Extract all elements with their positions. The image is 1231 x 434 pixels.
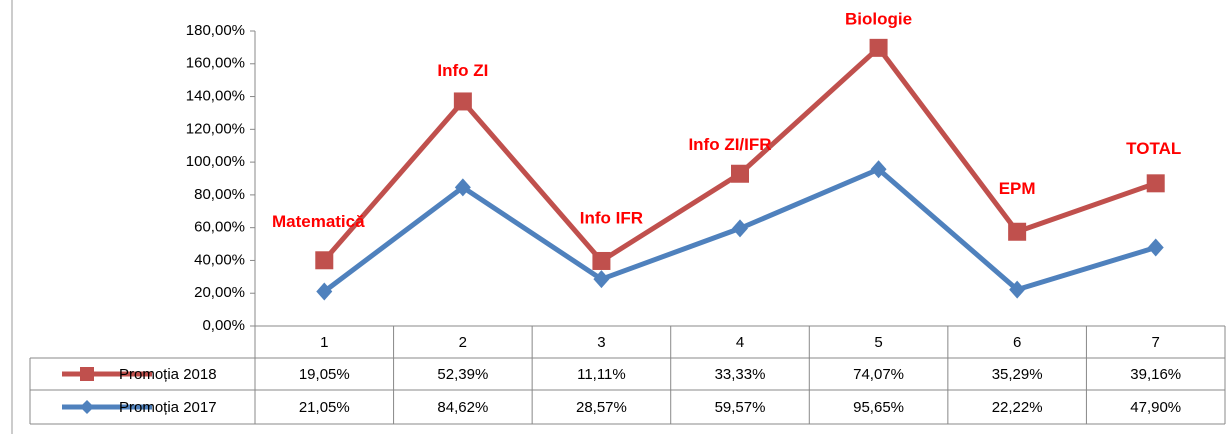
marker xyxy=(731,164,749,183)
x-tick-label: 3 xyxy=(597,334,605,351)
marker xyxy=(592,251,611,270)
y-tick-label: 140,00% xyxy=(186,88,245,105)
annotation: Info ZI/IFR xyxy=(688,135,771,154)
table-cell: 59,57% xyxy=(715,399,766,416)
x-tick-label: 4 xyxy=(736,334,744,351)
table-cell: 95,65% xyxy=(853,399,904,416)
y-tick-label: 80,00% xyxy=(194,186,245,203)
marker xyxy=(315,251,334,270)
table-cell: 39,16% xyxy=(1130,366,1181,383)
table-cell: 35,29% xyxy=(992,366,1043,383)
marker xyxy=(869,38,888,57)
marker xyxy=(453,92,472,111)
marker xyxy=(870,160,887,179)
legend-label: Promoția 2017 xyxy=(119,399,217,416)
table-cell: 74,07% xyxy=(853,366,904,383)
annotation: Matematică xyxy=(272,212,365,231)
table-cell: 28,57% xyxy=(576,399,627,416)
table-cell: 22,22% xyxy=(992,399,1043,416)
legend-marker xyxy=(80,367,94,381)
x-tick-label: 7 xyxy=(1152,334,1160,351)
x-tick-label: 6 xyxy=(1013,334,1021,351)
table-cell: 11,11% xyxy=(577,366,626,383)
annotation: TOTAL xyxy=(1126,139,1181,158)
y-tick-label: 120,00% xyxy=(186,120,245,137)
marker xyxy=(593,270,610,289)
table-cell: 21,05% xyxy=(299,399,350,416)
x-tick-label: 5 xyxy=(874,334,882,351)
annotation: EPM xyxy=(999,179,1036,198)
y-tick-label: 160,00% xyxy=(186,55,245,72)
y-tick-label: 20,00% xyxy=(194,284,245,301)
marker xyxy=(1008,222,1027,241)
y-tick-label: 180,00% xyxy=(186,22,245,39)
table-cell: 84,62% xyxy=(437,399,488,416)
x-tick-label: 1 xyxy=(320,334,328,351)
marker xyxy=(1147,238,1164,257)
table-cell: 52,39% xyxy=(437,366,488,383)
table-cell: 47,90% xyxy=(1130,399,1181,416)
marker xyxy=(732,219,748,238)
legend-marker xyxy=(80,400,94,414)
y-tick-label: 40,00% xyxy=(194,251,245,268)
annotation: Biologie xyxy=(845,9,912,28)
y-tick-label: 100,00% xyxy=(186,153,245,170)
table-cell: 33,33% xyxy=(715,366,766,383)
annotation: Info ZI xyxy=(437,61,488,80)
marker xyxy=(1146,174,1165,193)
y-tick-label: 0,00% xyxy=(202,317,245,334)
marker xyxy=(316,282,333,301)
marker xyxy=(454,178,471,197)
legend-label: Promoția 2018 xyxy=(119,366,217,383)
y-tick-label: 60,00% xyxy=(194,219,245,236)
annotation: Info IFR xyxy=(580,208,643,227)
table-cell: 19,05% xyxy=(299,366,350,383)
marker xyxy=(1009,280,1026,299)
x-tick-label: 2 xyxy=(459,334,467,351)
